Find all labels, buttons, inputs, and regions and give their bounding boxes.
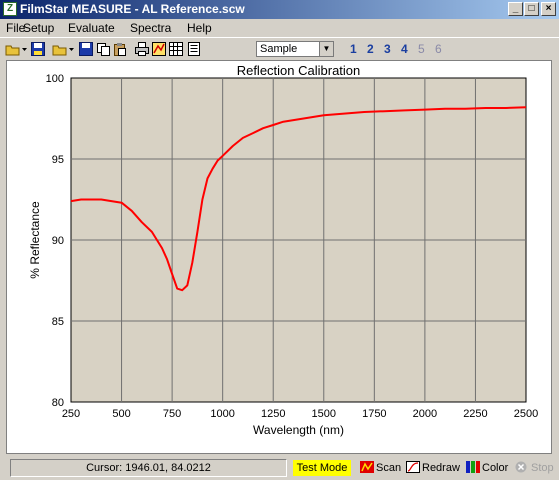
open-spectra-folder-icon[interactable] [52, 41, 68, 57]
channel-1-button[interactable]: 1 [350, 42, 357, 56]
minimize-button[interactable]: _ [508, 2, 523, 16]
channel-6-button[interactable]: 6 [435, 42, 442, 56]
filmstar-app-icon[interactable]: Z [3, 2, 17, 16]
x-tick-label: 2000 [413, 408, 437, 420]
x-tick-label: 1750 [362, 408, 386, 420]
sample-select[interactable]: Sample ▼ [256, 41, 334, 57]
chart-icon[interactable] [151, 41, 167, 57]
channel-5-button[interactable]: 5 [418, 42, 425, 56]
test-mode-badge: Test Mode [293, 460, 351, 476]
y-tick-label: 85 [52, 316, 64, 328]
maximize-button[interactable]: □ [524, 2, 539, 16]
y-tick-label: 80 [52, 397, 64, 409]
scan-button[interactable]: Scan [360, 460, 401, 476]
menu-file[interactable]: File [6, 21, 26, 35]
redraw-label: Redraw [422, 462, 460, 474]
x-tick-label: 1000 [210, 408, 234, 420]
sample-select-value: Sample [260, 43, 298, 55]
stop-label: Stop [531, 462, 554, 474]
reflectance-chart[interactable]: 250 500 750 1000 1250 1500 1750 2000 2250 2500 80 8… [7, 61, 551, 453]
open-folder-icon[interactable] [5, 41, 21, 57]
plot-panel[interactable]: 250 500 750 1000 1250 1500 1750 2000 2250 2500 80 8… [6, 60, 552, 454]
x-tick-label: 250 [62, 408, 80, 420]
x-tick-label: 2500 [514, 408, 538, 420]
scan-icon [360, 461, 374, 473]
x-tick-label: 500 [112, 408, 130, 420]
paste-clipboard-icon[interactable] [112, 41, 128, 57]
y-tick-label: 90 [52, 235, 64, 247]
chart-title: Reflection Calibration [237, 63, 361, 78]
x-tick-label: 2250 [463, 408, 487, 420]
save-spectra-disk-icon[interactable] [78, 41, 94, 57]
y-tick-label: 95 [52, 154, 64, 166]
redraw-icon [406, 461, 420, 473]
x-axis-label: Wavelength (nm) [253, 423, 344, 437]
color-label: Color [482, 462, 509, 474]
color-icon [466, 461, 480, 473]
report-icon[interactable] [186, 41, 202, 57]
menu-bar: File Setup Evaluate Spectra Help [0, 19, 559, 36]
copy-icon[interactable] [95, 41, 111, 57]
cursor-readout: Cursor: 1946.01, 84.0212 [10, 459, 287, 477]
chevron-down-icon[interactable]: ▼ [319, 42, 333, 56]
toolbar: Sample ▼ 1 2 3 4 5 6 [0, 37, 559, 59]
channel-4-button[interactable]: 4 [401, 42, 408, 56]
x-tick-label: 1250 [261, 408, 285, 420]
channel-3-button[interactable]: 3 [384, 42, 391, 56]
channel-2-button[interactable]: 2 [367, 42, 374, 56]
save-disk-icon[interactable] [30, 41, 46, 57]
spectra-dropdown-arrow-icon[interactable] [68, 41, 76, 57]
menu-setup[interactable]: Setup [23, 21, 55, 35]
redraw-button[interactable]: Redraw [406, 460, 460, 476]
menu-help[interactable]: Help [187, 21, 212, 35]
open-dropdown-arrow-icon[interactable] [21, 41, 29, 57]
menu-evaluate[interactable]: Evaluate [68, 21, 115, 35]
x-tick-label: 1500 [312, 408, 336, 420]
print-icon[interactable] [134, 41, 150, 57]
window-title: FilmStar MEASURE - AL Reference.scw [20, 2, 245, 16]
menu-spectra[interactable]: Spectra [130, 21, 172, 35]
scan-label: Scan [376, 462, 402, 474]
stop-icon [515, 461, 527, 473]
table-grid-icon[interactable] [168, 41, 184, 57]
x-tick-label: 750 [163, 408, 181, 420]
color-button[interactable]: Color [466, 460, 508, 476]
title-bar[interactable]: Z FilmStar MEASURE - AL Reference.scw _ … [0, 0, 559, 19]
status-bar: Cursor: 1946.01, 84.0212 Test Mode Scan … [0, 458, 559, 480]
stop-button[interactable]: Stop [515, 460, 554, 476]
close-button[interactable]: × [541, 2, 556, 16]
y-tick-label: 100 [46, 73, 64, 85]
series-line-0 [70, 106, 527, 292]
y-axis-label: % Reflectance [28, 201, 42, 279]
